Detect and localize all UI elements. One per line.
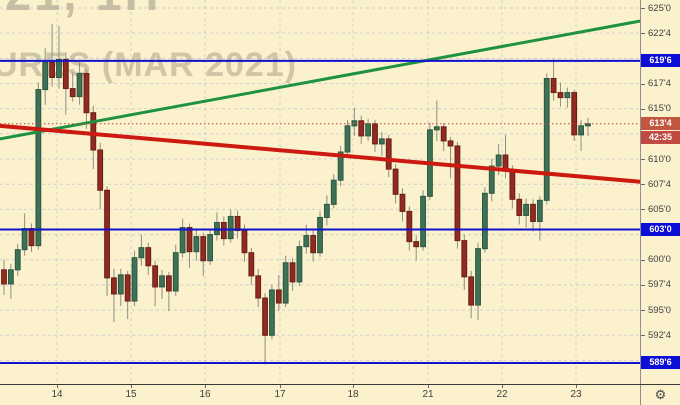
price-tick-label: 610'0 <box>648 153 671 165</box>
price-tick-mark <box>641 310 645 312</box>
time-tick-mark <box>576 385 577 388</box>
price-tick-mark <box>641 284 645 286</box>
level-price-badge: 619'6 <box>641 54 680 68</box>
time-tick-label: 23 <box>570 389 582 400</box>
price-tick-mark <box>641 184 645 186</box>
price-tick-label: 605'0 <box>648 203 671 215</box>
level-price-badge: 589'6 <box>641 356 680 370</box>
time-tick-label: 21 <box>422 389 434 400</box>
price-tick-label: 617'4 <box>648 78 671 90</box>
price-tick-mark <box>641 159 645 161</box>
price-tick-label: 597'4 <box>648 279 671 291</box>
time-tick-mark <box>57 385 58 388</box>
time-tick-label: 22 <box>496 389 508 400</box>
axis-separator-horizontal <box>0 384 680 385</box>
symbol-watermark-line1: 021, 1H <box>0 0 162 21</box>
time-tick-mark <box>280 385 281 388</box>
price-tick-label: 622'4 <box>648 27 671 39</box>
price-tick-mark <box>641 8 645 9</box>
axis-separator-vertical <box>640 0 641 405</box>
time-tick-label: 17 <box>274 389 286 400</box>
price-tick-mark <box>641 33 645 35</box>
level-price-badge: 603'0 <box>641 223 680 237</box>
price-tick-mark <box>641 259 645 261</box>
price-tick-label: 600'0 <box>648 254 671 266</box>
price-tick-label: 625'0 <box>648 2 671 14</box>
last-price-badge: 613'4 <box>641 117 680 131</box>
price-tick-mark <box>641 335 645 337</box>
price-tick-label: 592'4 <box>648 329 671 341</box>
price-tick-label: 595'0 <box>648 304 671 316</box>
time-tick-label: 15 <box>125 389 137 400</box>
price-tick-mark <box>641 83 645 85</box>
price-tick-mark <box>641 209 645 211</box>
chart-plot-area[interactable]: 021, 1H URES (MAR 2021) <box>0 0 640 384</box>
time-tick-label: 14 <box>51 389 63 400</box>
time-tick-mark <box>353 385 354 388</box>
price-tick-label: 607'4 <box>648 178 671 190</box>
price-axis[interactable]: 625'0 622'4 617'4 615'0 610'0 607'4 605'0 600'0… <box>641 0 680 384</box>
time-tick-mark <box>428 385 429 388</box>
time-tick-label: 16 <box>199 389 211 400</box>
axis-settings-corner: ⚙ <box>641 385 680 405</box>
time-tick-mark <box>502 385 503 388</box>
price-tick-label: 615'0 <box>648 103 671 115</box>
time-tick-mark <box>131 385 132 388</box>
time-tick-label: 18 <box>347 389 359 400</box>
price-tick-mark <box>641 108 645 110</box>
time-tick-mark <box>205 385 206 388</box>
candlestick-canvas <box>0 0 640 384</box>
gear-icon[interactable]: ⚙ <box>654 387 667 402</box>
countdown-badge: 42:35 <box>641 130 680 144</box>
time-axis[interactable]: 14 15 16 17 18 21 22 23 <box>0 385 640 405</box>
